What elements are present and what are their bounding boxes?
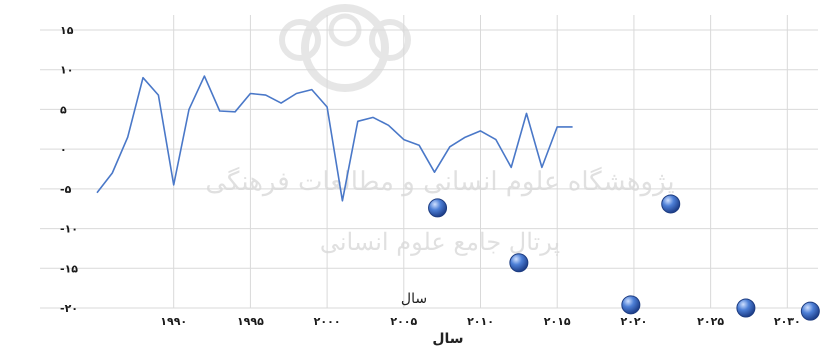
y-tick-label: ۵ xyxy=(60,103,67,116)
x-axis-title-top: سال xyxy=(401,291,427,307)
y-tick-label: -۱۵ xyxy=(60,262,78,275)
x-tick-label: ۲۰۲۰ xyxy=(620,315,647,328)
y-tick-label: -۱۰ xyxy=(60,223,78,236)
watermark-line2: پرتال جامع علوم انسانی xyxy=(320,228,560,256)
y-tick-label: ۱۰ xyxy=(60,64,73,77)
x-tick-label: ۲۰۲۵ xyxy=(697,315,724,328)
y-tick-label: -۲۰ xyxy=(60,302,78,315)
x-tick-label: ۱۹۹۰ xyxy=(160,315,187,328)
scatter-point xyxy=(509,253,529,273)
x-tick-label: ۲۰۱۵ xyxy=(544,315,571,328)
x-tick-label: ۲۰۰۵ xyxy=(390,315,417,328)
y-axis-ticks: ۱۵ ۱۰ ۵ ۰ -۵ -۱۰ -۱۵ -۲۰ xyxy=(60,24,78,315)
watermark-line1: پژوهشگاه علوم انسانی و مطالعات فرهنگی xyxy=(205,166,674,197)
scatter-point xyxy=(800,301,820,321)
y-tick-label: ۱۵ xyxy=(60,24,74,37)
y-tick-label: ۰ xyxy=(60,143,67,156)
watermark-emblem xyxy=(279,4,411,92)
x-axis-ticks: ۱۹۹۰ ۱۹۹۵ ۲۰۰۰ ۲۰۰۵ ۲۰۱۰ ۲۰۱۵ ۲۰۲۰ ۲۰۲۵ ۲۰۳۰ xyxy=(160,315,800,328)
x-tick-label: ۲۰۱۰ xyxy=(467,315,494,328)
y-tick-label: -۵ xyxy=(60,183,72,196)
series-points xyxy=(428,194,820,321)
scatter-point xyxy=(621,295,641,315)
x-axis-title: سال xyxy=(432,331,463,347)
watermark: پژوهشگاه علوم انسانی و مطالعات فرهنگی پر… xyxy=(205,4,675,256)
x-tick-label: ۱۹۹۵ xyxy=(237,315,264,328)
scatter-point xyxy=(428,198,448,218)
x-tick-label: ۲۰۳۰ xyxy=(774,315,801,328)
series-line-path xyxy=(96,75,573,202)
scatter-point xyxy=(661,194,681,214)
series-line xyxy=(96,75,573,202)
grid xyxy=(40,15,818,309)
x-tick-label: ۲۰۰۰ xyxy=(314,315,341,328)
scatter-point xyxy=(736,298,756,318)
